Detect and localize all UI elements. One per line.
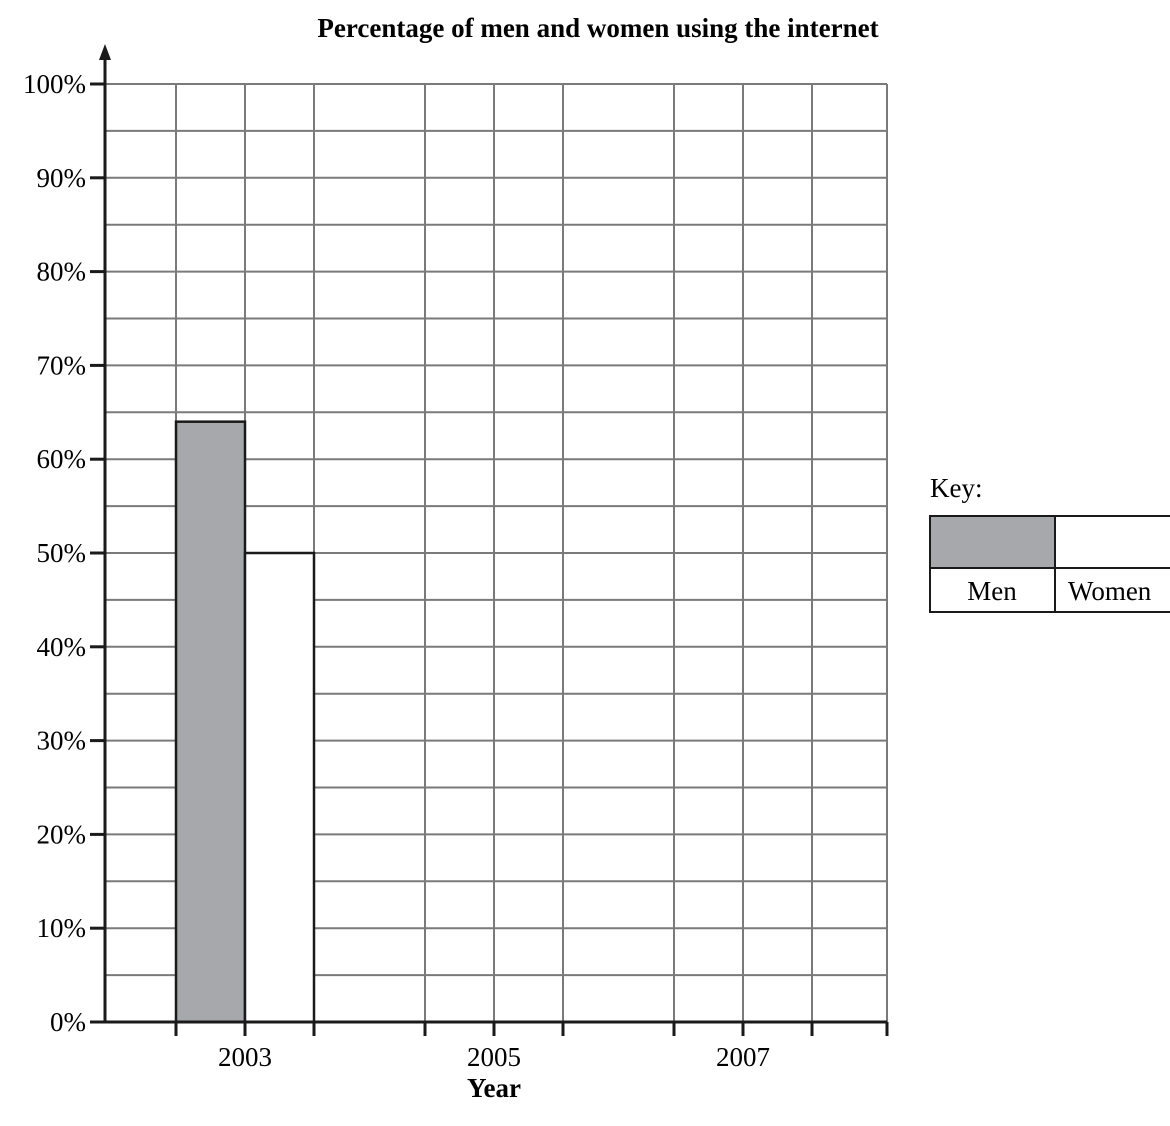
y-tick-label: 80% [37,257,87,287]
y-tick-label: 0% [50,1007,86,1037]
chart-title: Percentage of men and women using the in… [317,13,878,43]
legend-label-cell-women [1054,567,1170,613]
x-tick-label: 2003 [218,1042,272,1072]
y-tick-label: 20% [37,819,87,849]
legend-swatch-women [1054,515,1170,569]
x-tick-label: 2007 [716,1042,770,1072]
y-axis-tick-labels: 0% 10% 20% 30% 40% 50% 60% 70% 80% 90% 100% [23,69,86,1037]
legend-title: Key: [930,473,982,503]
legend-swatch-men [929,515,1056,569]
bar-men-2003 [174,420,247,1024]
bar-women-2003 [243,551,316,1024]
y-tick-label: 60% [37,444,87,474]
chart-bars [174,420,316,1024]
y-tick-label: 70% [37,350,87,380]
x-axis-title: Year [467,1073,521,1103]
y-tick-label: 40% [37,632,87,662]
legend-label-cell-men [929,567,1056,613]
y-tick-label: 90% [37,163,87,193]
chart-axes [90,44,889,1036]
x-tick-label: 2005 [467,1042,521,1072]
y-tick-label: 30% [37,726,87,756]
y-tick-label: 50% [37,538,87,568]
legend: Key: Men Women [929,473,1170,613]
y-axis-arrow-icon [99,44,111,60]
y-tick-label: 100% [23,69,86,99]
y-tick-label: 10% [37,913,87,943]
legend-label-women: Women [1068,576,1152,606]
x-axis-tick-labels: 2003 2005 2007 [218,1042,770,1072]
legend-label-men: Men [967,576,1017,606]
